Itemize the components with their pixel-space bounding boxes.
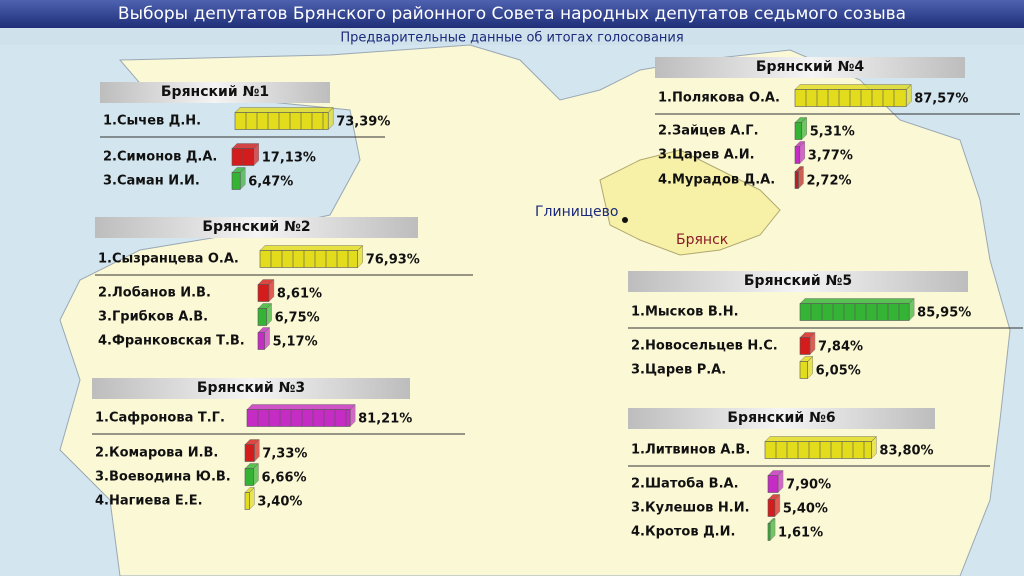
group-title: Брянский №2 xyxy=(202,219,310,235)
candidate-name: 3.Грибков А.В. xyxy=(98,310,208,325)
value-label: 81,21% xyxy=(358,412,412,427)
value-label: 7,33% xyxy=(262,447,307,462)
value-label: 3,40% xyxy=(257,495,302,510)
bar xyxy=(799,361,808,379)
value-label: 8,61% xyxy=(277,287,322,302)
candidate-name: 4.Кротов Д.И. xyxy=(631,525,735,540)
bar-top xyxy=(764,436,878,442)
bar xyxy=(234,112,329,130)
value-label: 5,31% xyxy=(810,125,855,140)
group-header xyxy=(655,57,965,78)
city-dot xyxy=(622,217,628,223)
bar xyxy=(244,468,254,486)
group-header xyxy=(95,217,418,238)
candidate-name: 1.Сызранцева О.А. xyxy=(98,252,239,267)
value-label: 7,84% xyxy=(818,340,863,355)
bar xyxy=(767,499,776,517)
bar xyxy=(767,523,771,541)
group-header xyxy=(628,408,935,429)
value-label: 83,80% xyxy=(879,444,933,459)
bar xyxy=(257,332,265,350)
candidate-name: 1.Литвинов А.В. xyxy=(631,443,750,458)
bar-top xyxy=(794,84,912,90)
value-label: 3,77% xyxy=(808,149,853,164)
group-title: Брянский №4 xyxy=(756,59,864,75)
candidate-name: 3.Царев Р.А. xyxy=(631,363,726,378)
bar xyxy=(244,492,250,510)
bar xyxy=(257,284,270,302)
bar xyxy=(767,475,779,493)
value-label: 76,93% xyxy=(366,253,420,268)
group-title: Брянский №1 xyxy=(161,84,269,100)
value-label: 17,13% xyxy=(262,151,316,166)
candidate-name: 2.Комарова И.В. xyxy=(95,446,218,461)
subtitle: Предварительные данные об итогах голосов… xyxy=(340,31,683,46)
bar-top xyxy=(246,404,356,410)
group-header xyxy=(628,271,968,292)
group-title: Брянский №5 xyxy=(744,273,852,289)
bar xyxy=(259,250,359,268)
candidate-name: 1.Полякова О.А. xyxy=(658,91,780,106)
value-label: 5,17% xyxy=(273,335,318,350)
candidate-name: 1.Сычев Д.Н. xyxy=(103,114,201,129)
place-label: Брянск xyxy=(676,232,728,248)
bar xyxy=(799,337,811,355)
value-label: 1,61% xyxy=(778,526,823,541)
candidate-name: 1.Сафронова Т.Г. xyxy=(95,411,225,426)
bar xyxy=(257,308,267,326)
candidate-name: 2.Новосельцев Н.С. xyxy=(631,339,778,354)
candidate-name: 2.Шатоба В.А. xyxy=(631,477,739,492)
group-header xyxy=(100,82,330,103)
value-label: 5,40% xyxy=(783,502,828,517)
bar-top xyxy=(234,107,334,113)
value-label: 7,90% xyxy=(786,478,831,493)
bar-top xyxy=(799,298,915,304)
value-label: 85,95% xyxy=(917,306,971,321)
bar xyxy=(231,172,241,190)
value-label: 6,66% xyxy=(261,471,306,486)
candidate-name: 2.Симонов Д.А. xyxy=(103,150,217,165)
candidate-name: 2.Зайцев А.Г. xyxy=(658,124,759,139)
candidate-name: 1.Мысков В.Н. xyxy=(631,305,739,320)
value-label: 6,75% xyxy=(275,311,320,326)
group-title: Брянский №3 xyxy=(197,380,305,396)
candidate-name: 3.Саман И.И. xyxy=(103,174,200,189)
bar xyxy=(764,441,872,459)
group-header xyxy=(92,378,410,399)
bar xyxy=(244,444,255,462)
bar xyxy=(794,171,799,189)
title: Выборы депутатов Брянского районного Сов… xyxy=(118,4,906,24)
value-label: 2,72% xyxy=(806,174,851,189)
bar xyxy=(246,409,351,427)
bar xyxy=(794,146,801,164)
value-label: 73,39% xyxy=(336,115,390,130)
bar xyxy=(799,303,910,321)
candidate-name: 4.Мурадов Д.А. xyxy=(658,173,775,188)
candidate-name: 4.Франковская Т.В. xyxy=(98,334,245,349)
city-area xyxy=(599,149,781,256)
candidate-name: 3.Царев А.И. xyxy=(658,148,755,163)
place-label: Глинищево xyxy=(535,204,618,220)
value-label: 6,47% xyxy=(248,175,293,190)
candidate-name: 3.Воеводина Ю.В. xyxy=(95,470,231,485)
value-label: 87,57% xyxy=(914,92,968,107)
value-label: 6,05% xyxy=(816,364,861,379)
bar-top xyxy=(259,245,364,251)
group-title: Брянский №6 xyxy=(727,410,835,426)
candidate-name: 2.Лобанов И.В. xyxy=(98,286,211,301)
title-bar xyxy=(0,0,1024,28)
candidate-name: 4.Нагиева Е.Е. xyxy=(95,494,203,509)
candidate-name: 3.Кулешов Н.И. xyxy=(631,501,750,516)
bar xyxy=(794,89,907,107)
bar xyxy=(794,122,803,140)
